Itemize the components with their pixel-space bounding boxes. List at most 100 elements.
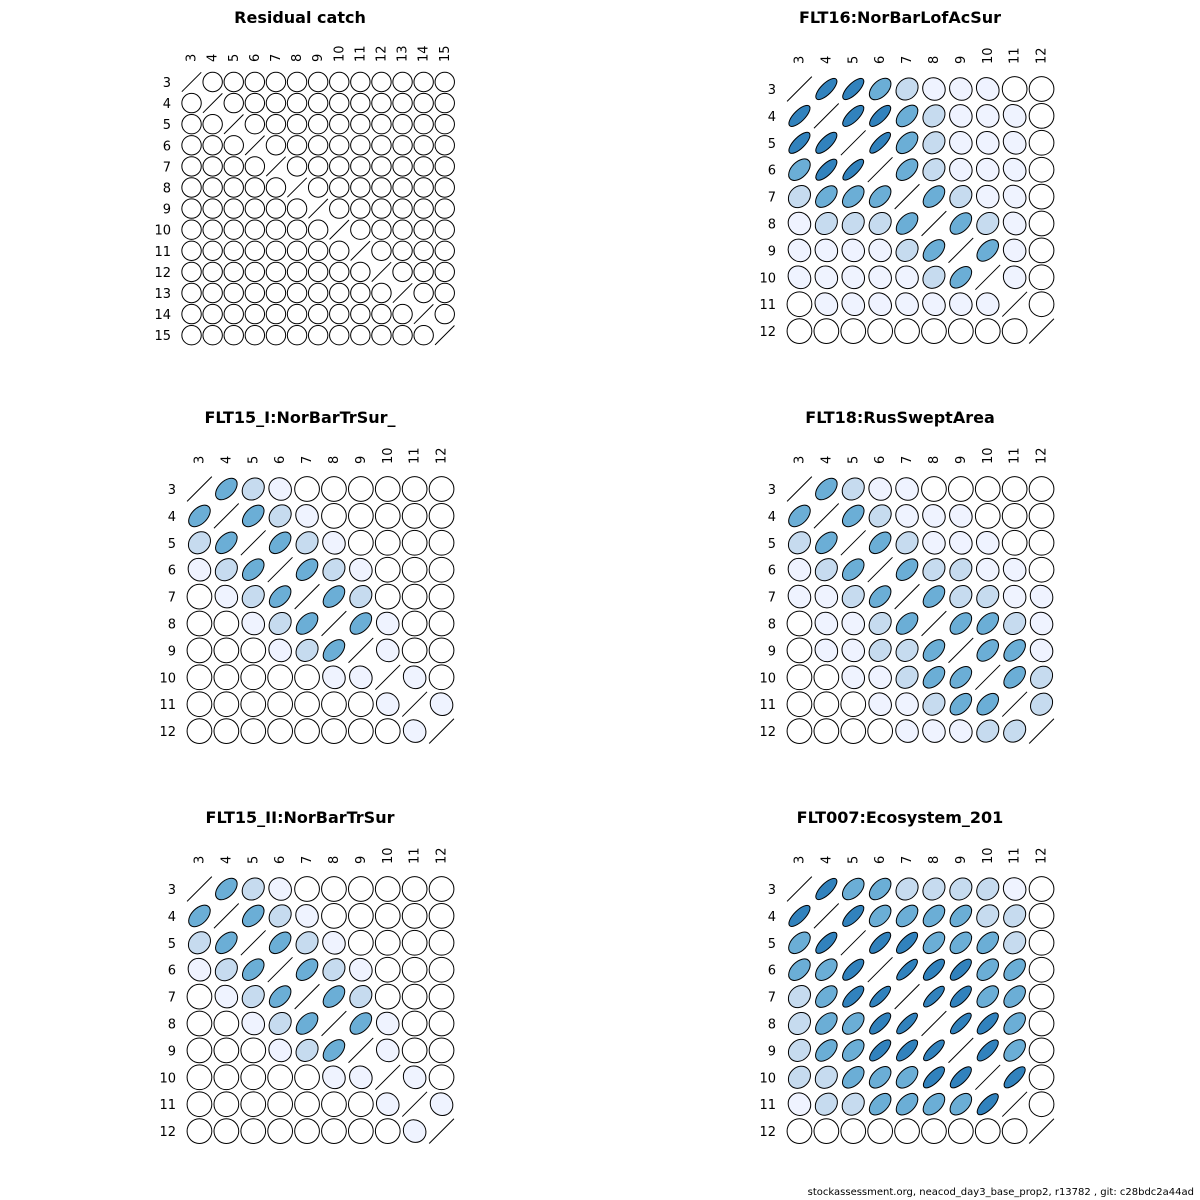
correlation-ellipse	[787, 1038, 811, 1062]
correlation-ellipse	[329, 324, 350, 346]
correlation-ellipse	[268, 904, 292, 928]
correlation-ellipse	[213, 664, 240, 691]
correlation-ellipse	[329, 240, 350, 262]
column-label-10: 10	[381, 447, 396, 464]
diagonal-line	[840, 130, 866, 156]
correlation-ellipse	[244, 177, 266, 198]
correlation-ellipse	[1002, 157, 1027, 182]
correlation-ellipse	[392, 261, 413, 283]
correlation-ellipse	[429, 692, 454, 716]
correlation-ellipse	[842, 77, 865, 101]
correlation-ellipse	[1028, 76, 1055, 102]
correlation-ellipse	[922, 558, 946, 582]
row-label-11: 11	[154, 245, 171, 260]
correlation-ellipse	[434, 135, 455, 156]
diagonal-line	[786, 476, 813, 502]
row-label-14: 14	[154, 308, 171, 323]
correlation-ellipse	[787, 557, 812, 582]
correlation-ellipse	[350, 282, 371, 304]
correlation-ellipse	[268, 1038, 292, 1063]
correlation-ellipse	[868, 77, 892, 101]
correlation-ellipse	[401, 529, 428, 556]
correlation-ellipse	[240, 691, 267, 718]
column-label-3: 3	[192, 456, 207, 464]
correlation-ellipse	[241, 558, 265, 581]
correlation-ellipse	[974, 503, 1001, 529]
diagonal-line	[786, 876, 813, 902]
diagonal-line	[428, 1118, 455, 1144]
correlation-ellipse	[922, 1066, 945, 1089]
correlation-ellipse	[1001, 529, 1028, 556]
column-label-3: 3	[192, 856, 207, 864]
correlation-ellipse	[322, 958, 346, 982]
correlation-ellipse	[268, 477, 292, 501]
correlation-ellipse	[868, 692, 892, 716]
column-label-7: 7	[300, 856, 315, 864]
correlation-ellipse	[428, 1064, 455, 1091]
row-label-7: 7	[768, 591, 776, 606]
correlation-ellipse	[428, 956, 455, 983]
correlation-ellipse	[815, 1039, 838, 1062]
correlation-ellipse	[895, 719, 919, 743]
correlation-ellipse	[286, 324, 308, 346]
row-label-8: 8	[168, 1018, 176, 1033]
correlation-ellipse	[841, 504, 865, 528]
diagonal-line	[267, 556, 293, 583]
correlation-ellipse	[895, 477, 919, 501]
correlation-ellipse	[869, 104, 892, 127]
correlation-ellipse	[787, 584, 812, 609]
correlation-ellipse	[329, 156, 350, 177]
correlation-ellipse	[244, 71, 266, 93]
correlation-ellipse	[868, 638, 892, 662]
correlation-ellipse	[371, 71, 392, 93]
correlation-ellipse	[1028, 237, 1055, 264]
correlation-ellipse	[286, 261, 308, 283]
row-label-12: 12	[159, 725, 176, 740]
column-label-7: 7	[900, 56, 915, 64]
correlation-ellipse	[375, 638, 400, 663]
correlation-ellipse	[295, 504, 319, 528]
correlation-ellipse	[215, 477, 238, 501]
correlation-ellipse	[402, 665, 427, 690]
correlation-ellipse	[815, 158, 838, 181]
correlation-ellipse	[922, 719, 946, 743]
correlation-ellipse	[294, 476, 320, 502]
correlation-ellipse	[244, 113, 266, 135]
row-label-5: 5	[163, 118, 171, 133]
correlation-ellipse	[788, 131, 811, 154]
correlation-ellipse	[1002, 211, 1027, 236]
correlation-ellipse	[788, 904, 811, 927]
correlation-ellipse	[788, 958, 811, 981]
correlation-ellipse	[975, 184, 1000, 209]
correlation-ellipse	[223, 219, 244, 240]
correlation-ellipse	[371, 303, 392, 325]
correlation-ellipse	[223, 92, 244, 114]
diagonal-line	[1001, 291, 1028, 317]
correlation-ellipse	[922, 904, 946, 928]
correlation-ellipse	[434, 92, 455, 114]
correlation-ellipse	[868, 477, 892, 501]
correlation-ellipse	[813, 718, 840, 744]
correlation-ellipse	[976, 985, 1000, 1008]
correlation-ellipse	[202, 177, 223, 198]
correlation-ellipse	[814, 292, 839, 317]
correlation-ellipse	[894, 318, 920, 344]
correlation-ellipse	[401, 956, 428, 983]
correlation-ellipse	[949, 77, 973, 101]
correlation-ellipse	[841, 1092, 865, 1116]
diagonal-line	[948, 637, 974, 664]
correlation-ellipse	[787, 531, 811, 555]
correlation-ellipse	[1003, 904, 1027, 928]
diagonal-line	[329, 219, 350, 240]
correlation-ellipse	[895, 292, 919, 317]
correlation-ellipse	[976, 877, 1000, 901]
correlation-ellipse	[428, 664, 455, 691]
correlation-ellipse	[294, 1118, 320, 1144]
correlation-ellipse	[787, 211, 812, 236]
column-label-10: 10	[981, 47, 996, 64]
correlation-ellipse	[375, 1038, 400, 1063]
correlation-ellipse	[840, 691, 867, 718]
correlation-ellipse	[392, 177, 413, 198]
correlation-ellipse	[202, 282, 223, 304]
correlation-ellipse	[428, 929, 455, 956]
